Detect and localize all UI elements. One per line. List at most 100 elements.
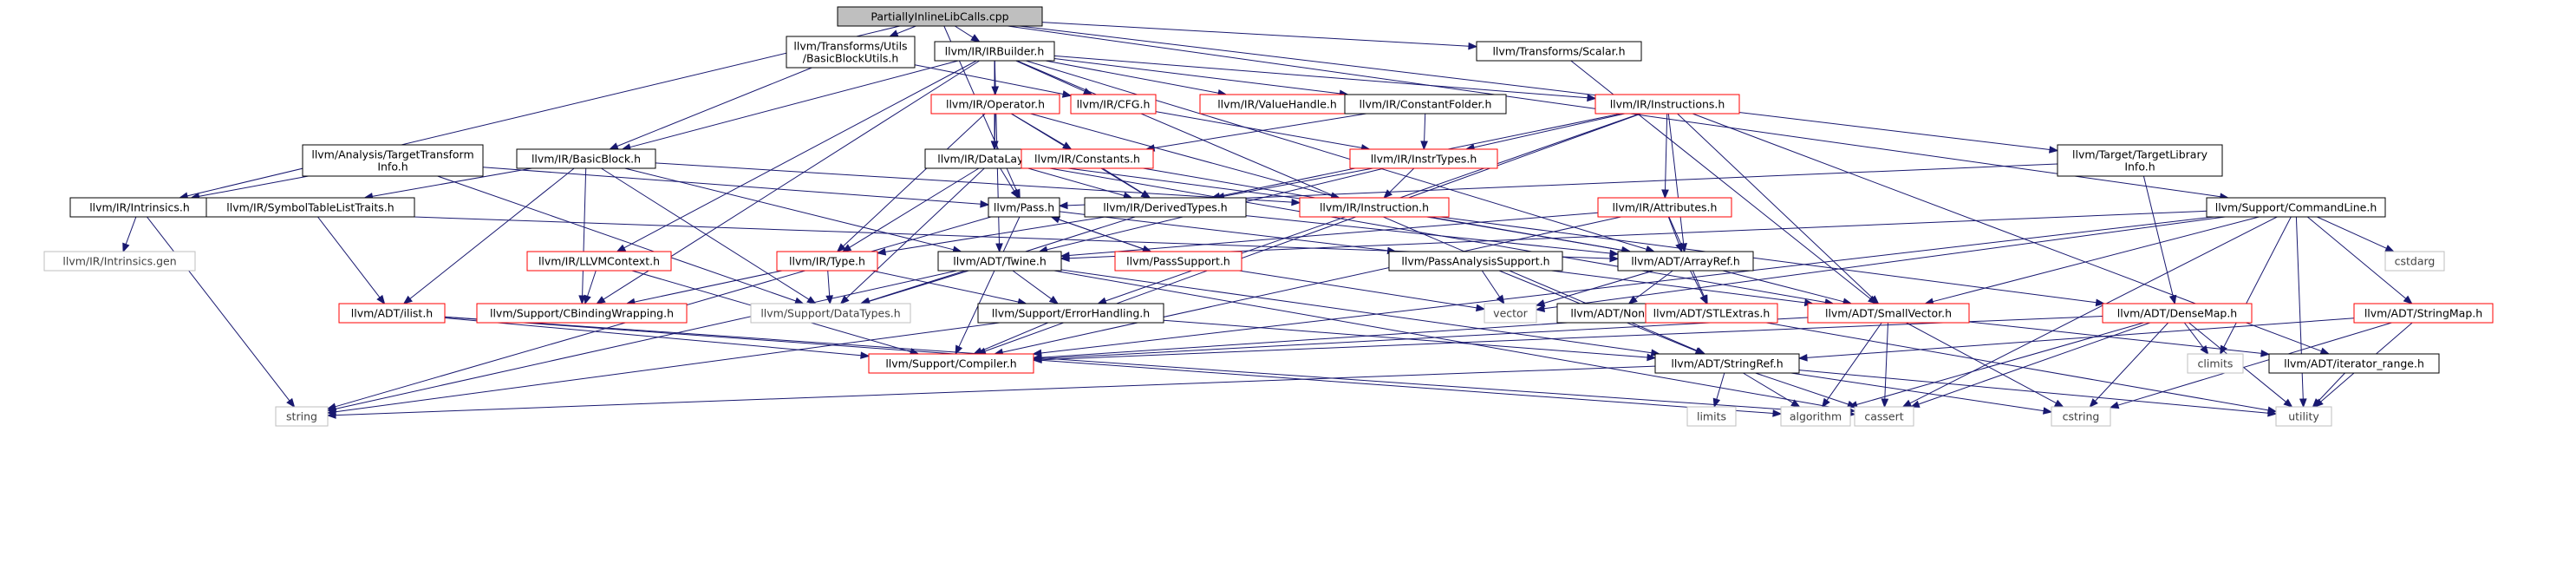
edge-line: [125, 216, 137, 245]
edge-line: [1041, 22, 1470, 47]
edge-arrowhead: [2089, 398, 2098, 408]
node-box: [934, 41, 1055, 62]
node-errorhandling[interactable]: llvm/Support/ErrorHandling.h: [977, 303, 1164, 324]
edge-stringref-to-cassert: [1755, 372, 1857, 409]
edge-commandline-to-utility: [2295, 216, 2307, 409]
node-ilist[interactable]: llvm/ADT/ilist.h: [338, 303, 446, 324]
node-pass[interactable]: llvm/Pass.h: [988, 197, 1060, 218]
node-label: climits: [2198, 357, 2234, 370]
node-derivedtypes[interactable]: llvm/IR/DerivedTypes.h: [1084, 197, 1247, 218]
node-basicblock[interactable]: llvm/IR/BasicBlock.h: [516, 148, 656, 169]
node-attributes[interactable]: llvm/IR/Attributes.h: [1597, 197, 1732, 218]
node-box: [786, 36, 916, 69]
node-label: /BasicBlockUtils.h: [803, 52, 899, 65]
node-datatypes: llvm/Support/DataTypes.h: [750, 303, 911, 324]
node-cfg[interactable]: llvm/IR/CFG.h: [1070, 94, 1157, 115]
edge-arrowhead: [1062, 141, 1073, 150]
edge-line: [1677, 113, 1874, 299]
edge-line: [1634, 270, 1673, 299]
node-constants[interactable]: llvm/IR/Constants.h: [1021, 148, 1154, 169]
edge-arrowhead: [2267, 409, 2278, 417]
edge-root-to-scalar: [1041, 22, 1478, 50]
edge-irbuilder-to-valuehandle: [1045, 60, 1228, 97]
edge-line: [1245, 215, 1611, 254]
edge-line: [444, 316, 1848, 415]
node-instruction[interactable]: llvm/IR/Instruction.h: [1299, 197, 1450, 218]
edge-arrowhead: [2319, 347, 2331, 355]
node-label: algorithm: [1790, 410, 1842, 423]
node-densemap[interactable]: llvm/ADT/DenseMap.h: [2102, 303, 2253, 324]
node-llvmcontext[interactable]: llvm/IR/LLVMContext.h: [526, 251, 672, 272]
edge-basicblock-to-instruction: [655, 162, 1301, 206]
edge-intrinsics-to-intrinsicsgen: [122, 216, 137, 253]
edge-line: [1223, 167, 1373, 197]
node-box: [1344, 94, 1507, 115]
node-intrinsics[interactable]: llvm/IR/Intrinsics.h: [69, 197, 210, 218]
edge-line: [1473, 113, 1626, 148]
node-root[interactable]: PartiallyInlineLibCalls.cpp: [837, 6, 1043, 27]
node-symtablelist[interactable]: llvm/IR/SymbolTableListTraits.h: [205, 197, 415, 218]
edge-constants-to-derivedtypes: [1102, 167, 1151, 199]
edge-arrowhead: [2403, 295, 2413, 304]
node-smallvector[interactable]: llvm/ADT/SmallVector.h: [1807, 303, 1970, 324]
node-arrayref[interactable]: llvm/ADT/ArrayRef.h: [1617, 251, 1754, 272]
node-passanalysis[interactable]: llvm/PassAnalysisSupport.h: [1388, 251, 1563, 272]
node-cbinding[interactable]: llvm/Support/CBindingWrapping.h: [476, 303, 688, 324]
node-scalar[interactable]: llvm/Transforms/Scalar.h: [1476, 41, 1642, 62]
node-instructions[interactable]: llvm/IR/Instructions.h: [1595, 94, 1740, 115]
node-commandline[interactable]: llvm/Support/CommandLine.h: [2206, 197, 2386, 218]
node-box: [476, 303, 688, 324]
node-label: llvm/Pass.h: [994, 201, 1054, 214]
node-instrtypes[interactable]: llvm/IR/InstrTypes.h: [1349, 148, 1498, 169]
edge-ilist-to-compiler: [444, 317, 871, 359]
node-box: [1114, 251, 1242, 272]
node-operator[interactable]: llvm/IR/Operator.h: [930, 94, 1060, 115]
edge-line: [199, 175, 309, 197]
edge-arrowhead: [1822, 397, 1830, 409]
edge-arrowhead: [841, 244, 852, 252]
edge-line: [335, 270, 957, 409]
edge-datalayout-to-type: [841, 167, 980, 252]
node-stlextras[interactable]: llvm/ADT/STLExtras.h: [1645, 303, 1778, 324]
node-label: string: [286, 410, 317, 423]
node-box: [1070, 94, 1157, 115]
edge-arrowhead: [1846, 400, 1857, 409]
node-stringmap[interactable]: llvm/ADT/StringMap.h: [2353, 303, 2494, 324]
edge-arrowhead: [609, 142, 619, 150]
edge-irbuilder-to-constantfolder: [1053, 58, 1349, 98]
node-valuehandle[interactable]: llvm/IR/ValueHandle.h: [1199, 94, 1355, 115]
edge-targetlibinfo-to-densemap: [2142, 175, 2177, 305]
edge-line: [2142, 175, 2174, 297]
node-iterrange[interactable]: llvm/ADT/iterator_range.h: [2268, 353, 2440, 374]
edge-line: [1543, 216, 2226, 310]
edge-arrowhead: [1772, 409, 1783, 417]
edge-arrowhead: [2043, 407, 2053, 415]
edge-errorhandling-to-stringref: [1163, 319, 1657, 362]
node-box: [2102, 303, 2253, 324]
node-passsupport[interactable]: llvm/PassSupport.h: [1114, 251, 1242, 272]
edge-bbutils-to-cfg: [914, 64, 1073, 98]
node-bbutils[interactable]: llvm/Transforms/Utils/BasicBlockUtils.h: [786, 36, 916, 69]
node-compiler[interactable]: llvm/Support/Compiler.h: [868, 353, 1034, 374]
edge-commandline-to-stringmap: [2306, 216, 2413, 304]
edge-arrowhead: [839, 295, 850, 304]
node-type[interactable]: llvm/IR/Type.h: [776, 251, 878, 272]
node-label: llvm/Support/ErrorHandling.h: [992, 307, 1150, 320]
node-constantfolder[interactable]: llvm/IR/ConstantFolder.h: [1344, 94, 1507, 115]
node-box: [1476, 41, 1642, 62]
edge-line: [1012, 270, 1052, 300]
node-label: limits: [1697, 410, 1726, 423]
edge-arrowhead: [1475, 304, 1486, 312]
node-box: [776, 251, 878, 272]
node-box: [930, 94, 1060, 115]
node-twine[interactable]: llvm/ADT/Twine.h: [937, 251, 1062, 272]
node-stringref[interactable]: llvm/ADT/StringRef.h: [1654, 353, 1800, 374]
edge-line: [623, 60, 977, 249]
edge-line: [1766, 322, 2269, 411]
edge-line: [1826, 322, 1882, 401]
edge-passanalysis-to-vector: [1481, 270, 1505, 305]
node-box: [1299, 197, 1450, 218]
node-irbuilder[interactable]: llvm/IR/IRBuilder.h: [934, 41, 1055, 62]
